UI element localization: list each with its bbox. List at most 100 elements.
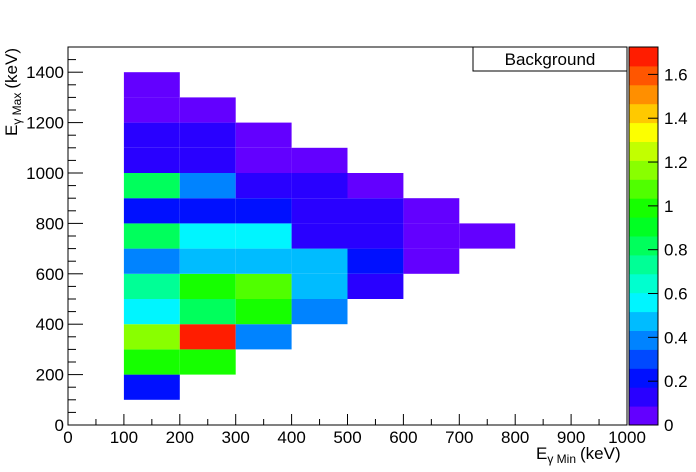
colorbar-band — [629, 179, 658, 199]
cell — [235, 223, 292, 249]
colorbar-band — [629, 330, 658, 350]
colorbar-band — [629, 217, 658, 237]
cell — [179, 198, 236, 224]
x-label-main: E — [536, 444, 547, 463]
cell — [179, 349, 236, 375]
cell — [347, 173, 404, 199]
x-tick-label: 200 — [166, 428, 194, 447]
z-tick-label: 1.4 — [664, 109, 688, 128]
cell — [291, 147, 348, 173]
cell — [179, 324, 236, 350]
colorbar-band — [629, 236, 658, 256]
cell — [291, 273, 348, 299]
legend-box — [472, 46, 628, 72]
cell — [403, 248, 460, 274]
cell — [123, 198, 180, 224]
cell — [291, 173, 348, 199]
cell — [123, 223, 180, 249]
colorbar-band — [629, 311, 658, 331]
z-tick-label: 0.2 — [664, 372, 688, 391]
z-tick-label: 0.6 — [664, 285, 688, 304]
x-axis-label: Eγ Min (keV) — [536, 444, 621, 466]
cell — [123, 72, 180, 98]
x-tick-label: 100 — [110, 428, 138, 447]
colorbar-band — [629, 122, 658, 142]
cell — [179, 122, 236, 148]
cell — [123, 122, 180, 148]
cell — [123, 173, 180, 199]
cell — [123, 273, 180, 299]
y-tick-label: 400 — [36, 315, 64, 334]
y-tick-label: 600 — [36, 265, 64, 284]
colorbar-band — [629, 160, 658, 180]
cell — [123, 299, 180, 325]
x-tick-label: 0 — [63, 428, 72, 447]
cell — [403, 198, 460, 224]
cell — [235, 173, 292, 199]
colorbar-band — [629, 47, 658, 67]
cell — [123, 147, 180, 173]
x-tick-label: 400 — [277, 428, 305, 447]
x-tick-label: 800 — [501, 428, 529, 447]
colorbar-band — [629, 198, 658, 218]
z-tick-label: 1 — [664, 197, 673, 216]
colorbar-band — [629, 292, 658, 313]
cell — [123, 324, 180, 350]
legend-text: Background — [505, 50, 596, 69]
cell — [235, 198, 292, 224]
cell — [235, 324, 292, 350]
y-tick-label: 0 — [55, 416, 64, 435]
y-label-unit: (keV) — [2, 48, 21, 89]
cell — [235, 122, 292, 148]
colorbar-band — [629, 406, 658, 426]
y-tick-label: 1200 — [26, 114, 64, 133]
y-label-main: E — [2, 125, 21, 136]
cell — [235, 299, 292, 325]
x-tick-label: 1000 — [608, 428, 646, 447]
cell — [347, 198, 404, 224]
cell — [179, 248, 236, 274]
cell — [291, 248, 348, 274]
x-tick-label: 600 — [389, 428, 417, 447]
x-label-unit: (keV) — [580, 444, 621, 463]
y-tick-label: 800 — [36, 214, 64, 233]
x-label-sub: γ Min — [547, 452, 576, 466]
z-tick-label: 1.2 — [664, 153, 688, 172]
cell — [123, 97, 180, 123]
colorbar-band — [629, 349, 658, 369]
z-tick-label: 0 — [664, 416, 673, 435]
x-tick-label: 700 — [445, 428, 473, 447]
colorbar-band — [629, 103, 658, 124]
y-label-sub: γ Max — [10, 93, 24, 125]
cell — [179, 273, 236, 299]
cell — [235, 248, 292, 274]
z-tick-label: 0.4 — [664, 328, 688, 347]
colorbar-band — [629, 84, 658, 105]
cell — [123, 248, 180, 274]
cell — [179, 299, 236, 325]
colorbar-band — [629, 141, 658, 161]
cell — [291, 223, 348, 249]
cell — [123, 374, 180, 400]
x-tick-label: 900 — [557, 428, 585, 447]
colorbar-frame — [628, 46, 659, 426]
cell — [403, 223, 460, 249]
cell — [235, 147, 292, 173]
colorbar-band — [629, 273, 658, 294]
cell — [291, 198, 348, 224]
y-tick-label: 1400 — [26, 63, 64, 82]
cell — [123, 349, 180, 375]
cell — [347, 223, 404, 249]
cell — [347, 248, 404, 274]
cell — [291, 299, 348, 325]
x-tick-label: 500 — [333, 428, 361, 447]
cell — [235, 273, 292, 299]
colorbar-band — [629, 368, 658, 388]
cell — [347, 273, 404, 299]
cell — [459, 223, 516, 249]
y-tick-label: 1000 — [26, 164, 64, 183]
z-tick-label: 1.6 — [664, 65, 688, 84]
colorbar-band — [629, 387, 658, 407]
cell — [179, 223, 236, 249]
